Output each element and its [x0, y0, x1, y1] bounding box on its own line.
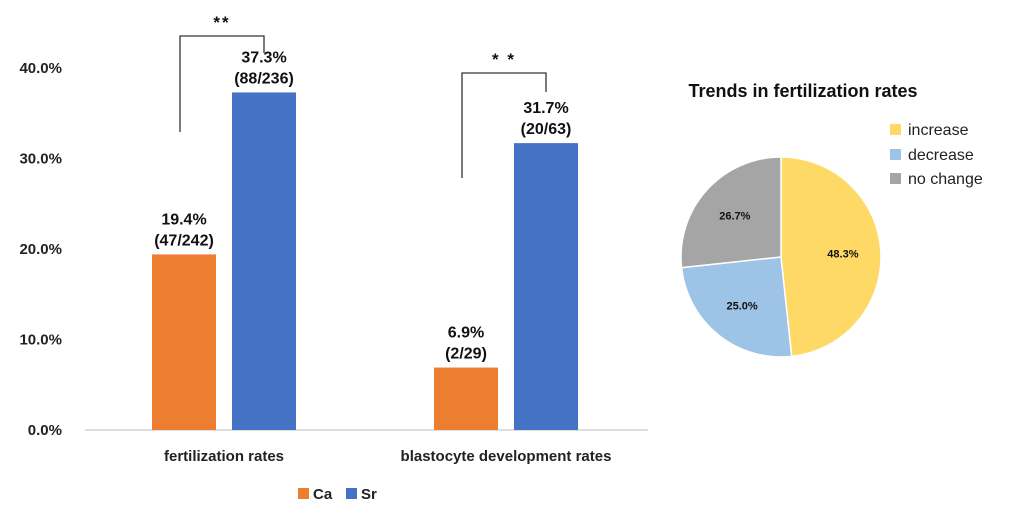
pie-legend-label: decrease [908, 147, 974, 164]
y-tick-label: 40.0% [19, 60, 62, 77]
pie-legend-swatch [890, 173, 901, 184]
pie-legend-label: increase [908, 122, 969, 139]
data-label: 31.7% [523, 100, 568, 117]
legend-label: Sr [361, 486, 377, 503]
count-label: (47/242) [154, 232, 214, 249]
pie-legend-swatch [890, 149, 901, 160]
pie-slice-label: 25.0% [726, 300, 757, 312]
pie-slice-increase [780, 156, 882, 358]
data-label: 6.9% [448, 325, 484, 342]
count-label: (2/29) [445, 346, 487, 363]
pie-title: Trends in fertilization rates [688, 81, 917, 101]
bar-sr [514, 143, 578, 431]
bar-chart: 0.0% 10.0% 20.0% 30.0% 40.0% fertilization ra… [19, 13, 648, 503]
legend-swatch-ca [298, 488, 309, 499]
significance-marker: * * [492, 50, 516, 69]
pie-slice-no-change [680, 156, 782, 269]
significance-marker: ** [213, 13, 230, 32]
data-label: 37.3% [241, 49, 286, 66]
y-tick-label: 30.0% [19, 151, 62, 168]
x-category-label: fertilization rates [164, 448, 284, 465]
y-tick-label: 20.0% [19, 241, 62, 258]
significance-bracket [179, 35, 265, 132]
pie-slice-label: 48.3% [827, 249, 858, 261]
count-label: (88/236) [234, 70, 294, 87]
y-tick-label: 10.0% [19, 332, 62, 349]
bar-ca [434, 367, 498, 430]
pie-chart: Trends in fertilization rates 48.3% 25.0% 2… [680, 81, 983, 358]
pie-legend-swatch [890, 124, 901, 135]
legend-label: Ca [313, 486, 333, 503]
x-category-label: blastocyte development rates [401, 448, 612, 465]
count-label: (20/63) [521, 121, 572, 138]
y-tick-label: 0.0% [28, 422, 62, 439]
bar-ca [152, 254, 216, 430]
pie-slice-label: 26.7% [719, 211, 750, 223]
pie-legend-label: no change [908, 171, 983, 188]
bar-sr [232, 92, 296, 430]
data-label: 19.4% [161, 211, 206, 228]
legend-swatch-sr [346, 488, 357, 499]
pie-slice-decrease [680, 256, 793, 358]
significance-bracket [461, 72, 547, 178]
